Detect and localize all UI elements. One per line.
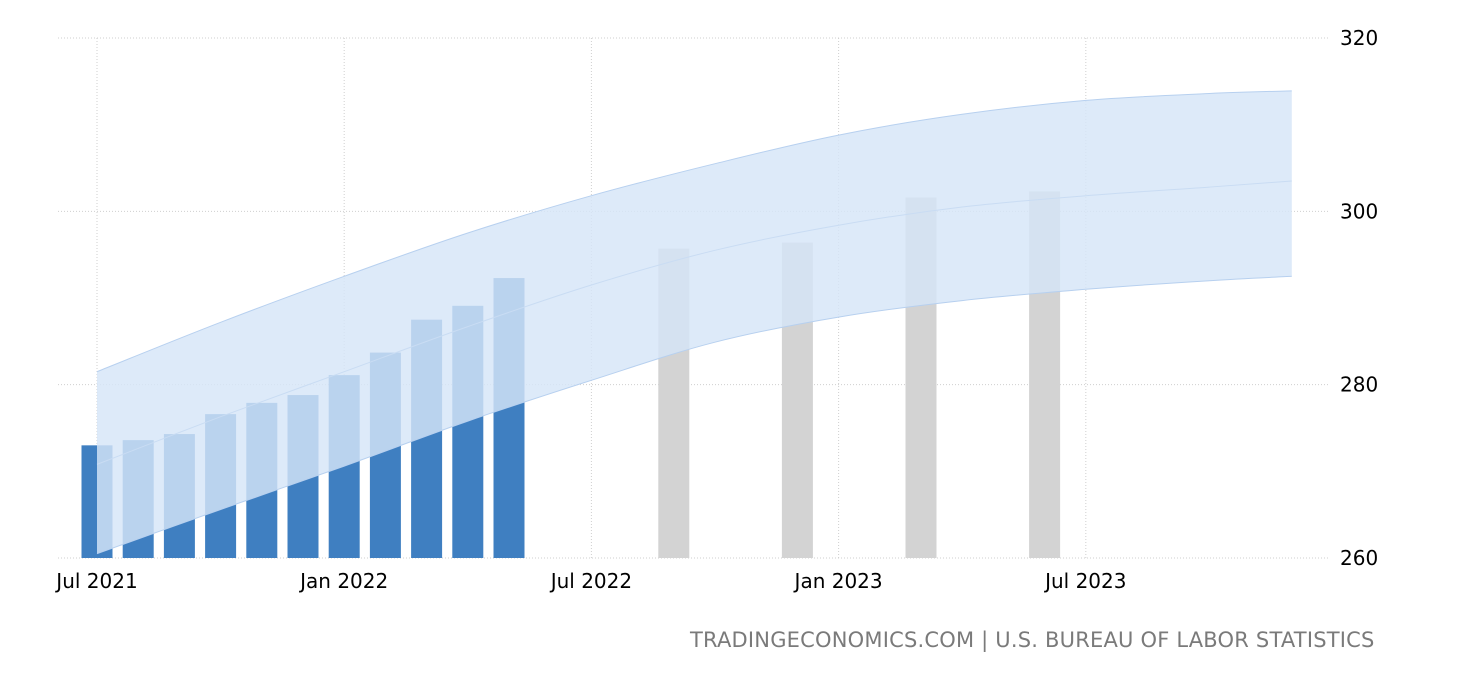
forecast-band [96,90,1292,555]
forecast-trend-line [96,180,1292,465]
forecast-band-lower [96,275,1292,555]
forecast-band-area [97,90,1292,554]
forecast-band-upper [96,90,1292,373]
x-tick-label: Jan 2022 [298,569,388,593]
x-tick-label: Jan 2023 [793,569,883,593]
y-tick-label: 300 [1340,199,1378,223]
source-credit: TRADINGECONOMICS.COM | U.S. BUREAU OF LA… [690,628,1375,652]
y-axis: 260 280 300 320 [1340,26,1378,570]
y-tick-label: 260 [1340,546,1378,570]
x-tick-label: Jul 2022 [549,569,632,593]
forecast-trend [96,180,1292,465]
x-tick-label: Jul 2021 [54,569,137,593]
x-axis: Jul 2021 Jan 2022 Jul 2022 Jan 2023 Jul 2023 [54,569,1126,593]
y-tick-label: 280 [1340,373,1378,397]
x-tick-label: Jul 2023 [1043,569,1126,593]
y-tick-label: 320 [1340,26,1378,50]
